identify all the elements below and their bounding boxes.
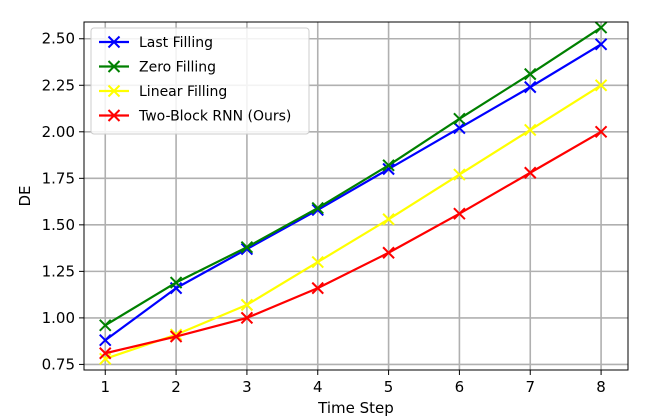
- y-tick-label: 0.75: [42, 355, 75, 373]
- data-point: [99, 334, 112, 347]
- data-point: [382, 246, 395, 259]
- legend-item: Two-Block RNN (Ours): [99, 109, 291, 125]
- data-point: [240, 240, 254, 254]
- series-2: [99, 79, 608, 366]
- data-point: [453, 168, 466, 181]
- data-point: [453, 121, 466, 135]
- legend-item: Linear Filling: [99, 84, 227, 100]
- data-point: [594, 21, 608, 34]
- x-tick-label: 5: [384, 378, 394, 396]
- y-tick-label: 2.00: [42, 123, 75, 141]
- series-1: [99, 21, 608, 332]
- x-tick-label: 3: [242, 378, 252, 396]
- data-point: [453, 207, 466, 220]
- data-point: [382, 162, 395, 176]
- data-point: [99, 352, 112, 366]
- series-line: [104, 26, 602, 327]
- x-tick-label: 2: [171, 378, 181, 396]
- data-point: [594, 79, 608, 92]
- x-tick-label: 7: [525, 378, 535, 396]
- x-tick-label: 4: [313, 378, 323, 396]
- legend-label: Linear Filling: [139, 84, 227, 100]
- y-tick-label: 2.25: [42, 76, 75, 94]
- data-point: [382, 213, 395, 226]
- data-point: [169, 330, 183, 343]
- y-axis-label: DE: [16, 185, 34, 206]
- grid: [84, 22, 628, 370]
- data-point: [311, 281, 324, 295]
- y-tick-label: 1.25: [42, 262, 75, 280]
- legend-label: Last Filling: [139, 35, 213, 51]
- legend-marker: [107, 35, 121, 49]
- series-line: [104, 130, 602, 355]
- data-point: [311, 201, 324, 215]
- data-point: [594, 38, 608, 51]
- data-point: [453, 112, 466, 125]
- series-line: [104, 84, 602, 360]
- data-point: [240, 298, 254, 312]
- y-tick-label: 1.50: [42, 216, 75, 234]
- data-point: [524, 123, 537, 137]
- data-point: [524, 80, 537, 94]
- x-tick-label: 1: [100, 378, 110, 396]
- y-axis-ticks: 0.75 1.00 1.25 1.50 1.75 2.00 2.25 2.50: [42, 30, 84, 373]
- x-axis-ticks: 1 2 3 4 5 6 7 8: [100, 370, 606, 396]
- legend: Last Filling Zero Filling Linear Filling Tw…: [90, 27, 310, 135]
- data-point: [169, 276, 183, 289]
- legend-marker: [107, 60, 121, 73]
- data-point: [524, 67, 537, 81]
- y-tick-label: 2.50: [42, 30, 75, 48]
- y-tick-label: 1.75: [42, 169, 75, 187]
- data-point: [240, 311, 254, 325]
- data-point: [524, 166, 537, 179]
- series-line: [104, 43, 602, 342]
- data-point: [99, 319, 112, 332]
- data-point: [594, 125, 608, 139]
- legend-label: Two-Block RNN (Ours): [138, 109, 291, 125]
- x-tick-label: 6: [455, 378, 465, 396]
- legend-label: Zero Filling: [139, 60, 216, 76]
- legend-item: Zero Filling: [99, 60, 216, 76]
- legend-item: Last Filling: [99, 35, 213, 51]
- legend-marker: [107, 84, 121, 98]
- series-3: [99, 125, 608, 360]
- data-point: [382, 159, 395, 172]
- series-layer: [99, 21, 608, 366]
- legend-marker: [107, 109, 121, 122]
- x-axis-label: Time Step: [317, 399, 394, 417]
- y-tick-label: 1.00: [42, 309, 75, 327]
- legend-box: [90, 27, 310, 135]
- x-tick-label: 8: [596, 378, 606, 396]
- data-point: [99, 347, 112, 360]
- data-point: [311, 255, 324, 269]
- plot-frame: [83, 21, 629, 371]
